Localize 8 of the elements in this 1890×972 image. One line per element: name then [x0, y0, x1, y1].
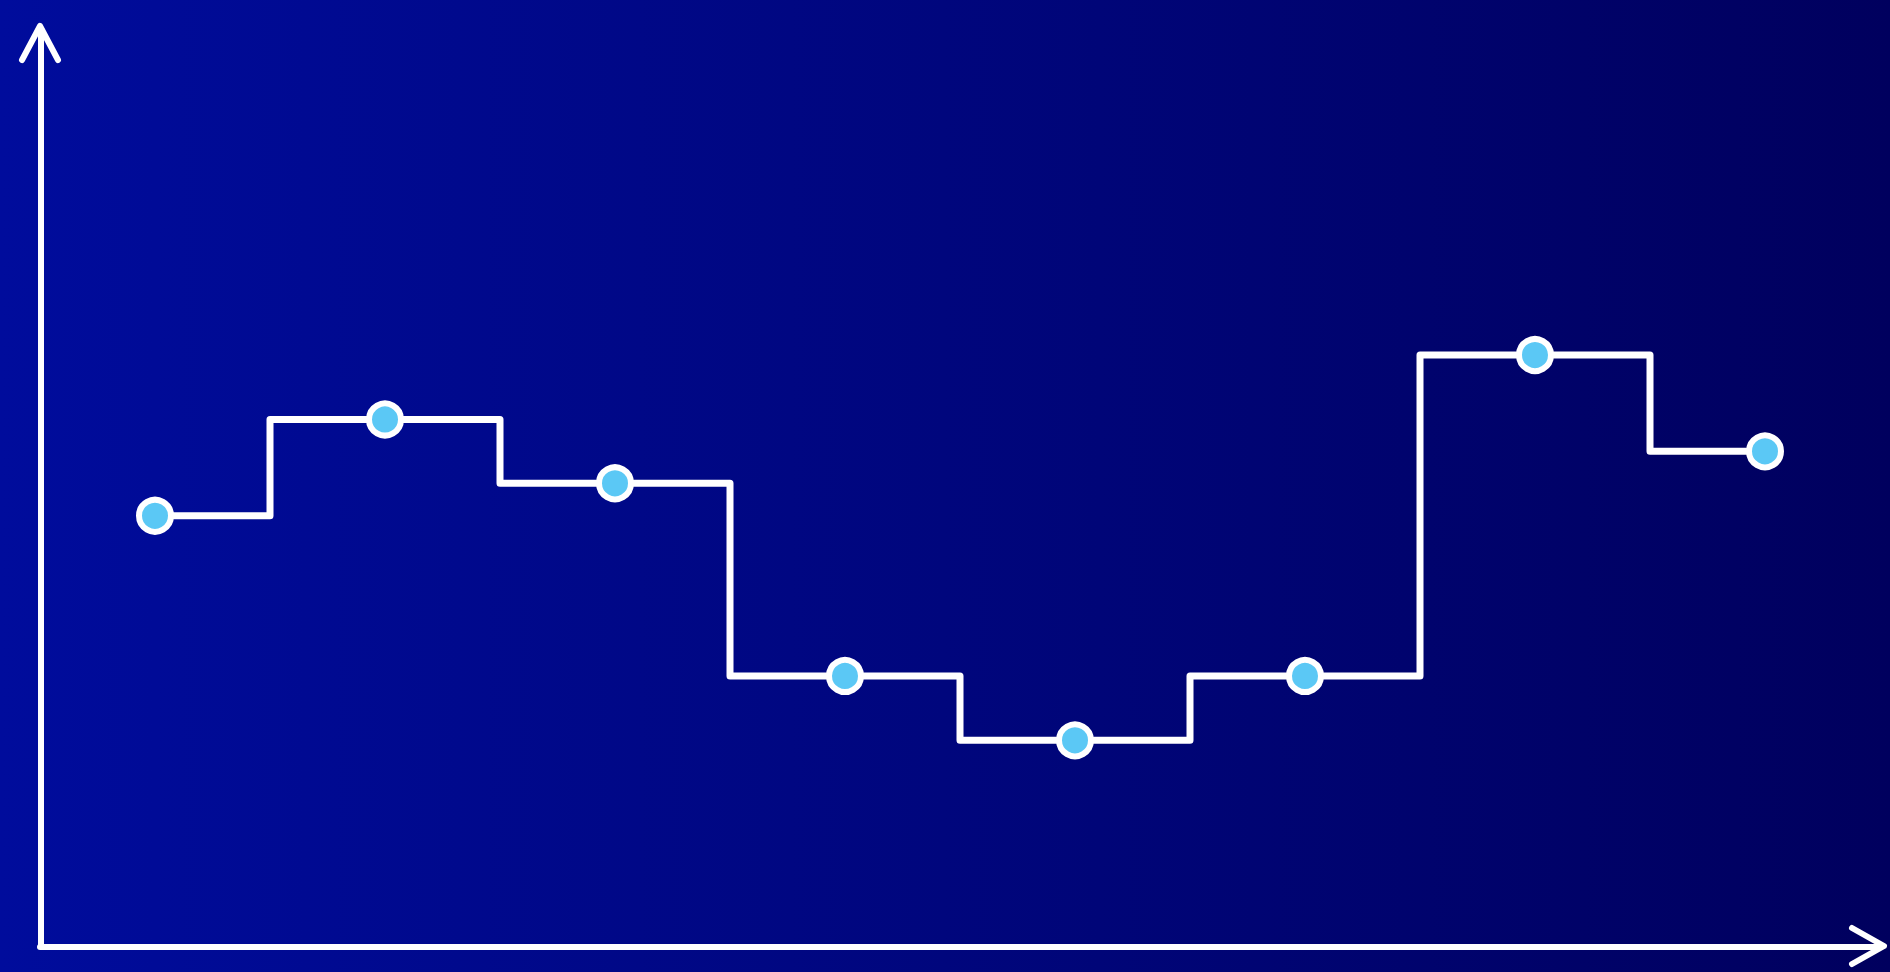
point	[1286, 656, 1324, 695]
point	[1516, 336, 1554, 375]
point	[596, 464, 634, 503]
point	[826, 656, 864, 695]
point	[366, 400, 404, 439]
point	[136, 496, 174, 535]
point	[1056, 721, 1094, 760]
point	[1746, 432, 1784, 471]
